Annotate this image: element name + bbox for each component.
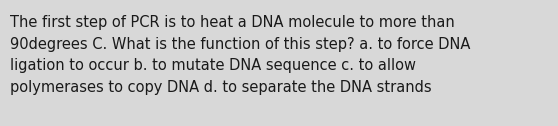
Text: The first step of PCR is to heat a DNA molecule to more than
90degrees C. What i: The first step of PCR is to heat a DNA m… <box>10 15 470 95</box>
